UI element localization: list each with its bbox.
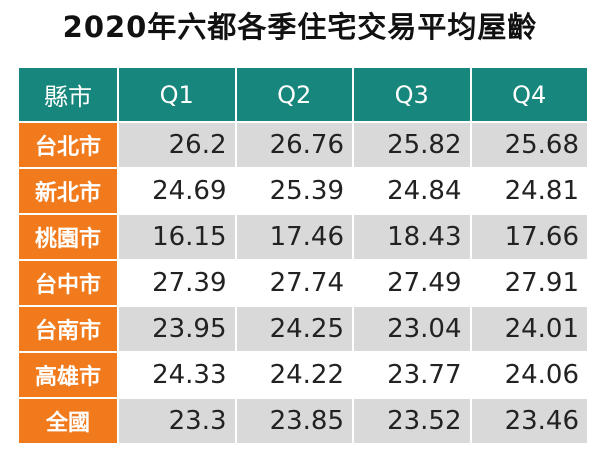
header-row: 縣市 Q1 Q2 Q3 Q4 xyxy=(19,68,587,121)
value-cell: 23.3 xyxy=(119,399,235,443)
header-cell: Q3 xyxy=(354,68,470,121)
value-cell: 24.81 xyxy=(471,169,587,213)
value-cell: 27.39 xyxy=(119,261,235,305)
value-cell: 24.25 xyxy=(236,307,352,351)
value-cell: 24.22 xyxy=(236,353,352,397)
header-cell: Q2 xyxy=(236,68,352,121)
value-cell: 27.49 xyxy=(354,261,470,305)
header-cell: Q1 xyxy=(119,68,235,121)
value-cell: 24.69 xyxy=(119,169,235,213)
value-cell: 23.77 xyxy=(354,353,470,397)
value-cell: 23.95 xyxy=(119,307,235,351)
value-cell: 26.2 xyxy=(119,123,235,167)
table-row: 高雄市 24.33 24.22 23.77 24.06 xyxy=(19,353,587,397)
value-cell: 25.68 xyxy=(471,123,587,167)
table-body: 台北市 26.2 26.76 25.82 25.68 新北市 24.69 25.39 24.84… xyxy=(19,123,587,443)
value-cell: 18.43 xyxy=(354,215,470,259)
value-cell: 17.66 xyxy=(471,215,587,259)
row-label: 台南市 xyxy=(19,307,117,351)
value-cell: 26.76 xyxy=(236,123,352,167)
table-row: 台北市 26.2 26.76 25.82 25.68 xyxy=(19,123,587,167)
table-row: 台南市 23.95 24.25 23.04 24.01 xyxy=(19,307,587,351)
header-cell: Q4 xyxy=(471,68,587,121)
row-label: 高雄市 xyxy=(19,353,117,397)
value-cell: 24.33 xyxy=(119,353,235,397)
row-label: 桃園市 xyxy=(19,215,117,259)
table-row: 新北市 24.69 25.39 24.84 24.81 xyxy=(19,169,587,213)
value-cell: 24.01 xyxy=(471,307,587,351)
value-cell: 25.39 xyxy=(236,169,352,213)
value-cell: 23.85 xyxy=(236,399,352,443)
value-cell: 23.46 xyxy=(471,399,587,443)
value-cell: 24.06 xyxy=(471,353,587,397)
table-row: 全國 23.3 23.85 23.52 23.46 xyxy=(19,399,587,443)
value-cell: 25.82 xyxy=(354,123,470,167)
title: 2020年六都各季住宅交易平均屋齡 xyxy=(62,10,538,44)
table: 縣市 Q1 Q2 Q3 Q4 台北市 26.2 26.76 25.82 25.68 新北市 24.6… xyxy=(17,66,589,445)
header-cell: 縣市 xyxy=(19,68,117,121)
table-row: 台中市 27.39 27.74 27.49 27.91 xyxy=(19,261,587,305)
value-cell: 27.91 xyxy=(471,261,587,305)
row-label: 台北市 xyxy=(19,123,117,167)
value-cell: 23.04 xyxy=(354,307,470,351)
row-label: 全國 xyxy=(19,399,117,443)
table-row: 桃園市 16.15 17.46 18.43 17.66 xyxy=(19,215,587,259)
value-cell: 24.84 xyxy=(354,169,470,213)
row-label: 台中市 xyxy=(19,261,117,305)
value-cell: 16.15 xyxy=(119,215,235,259)
row-label: 新北市 xyxy=(19,169,117,213)
table-header: 縣市 Q1 Q2 Q3 Q4 xyxy=(19,68,587,121)
value-cell: 23.52 xyxy=(354,399,470,443)
value-cell: 17.46 xyxy=(236,215,352,259)
value-cell: 27.74 xyxy=(236,261,352,305)
